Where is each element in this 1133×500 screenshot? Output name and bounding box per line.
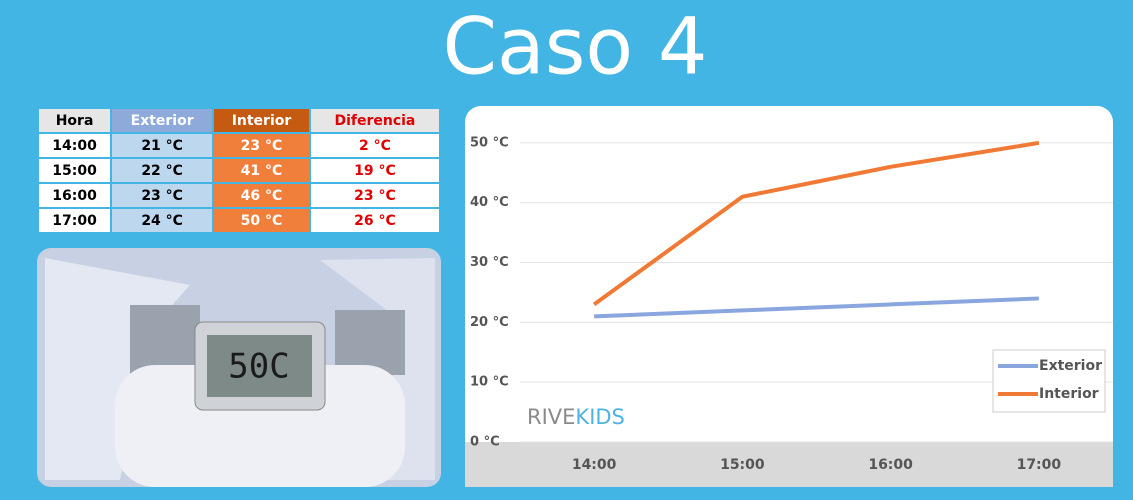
x-axis-band bbox=[465, 442, 1113, 487]
cell: Diferencia bbox=[308, 107, 442, 134]
header-row: Hora Exterior Interior Diferencia bbox=[36, 107, 442, 134]
cell: Hora bbox=[36, 107, 113, 134]
cell: 50 °C bbox=[212, 207, 311, 234]
legend-box bbox=[992, 349, 1106, 413]
cell: Interior bbox=[212, 107, 311, 134]
table: Hora Exterior Interior Diferencia 14:00 21 °C… bbox=[36, 107, 442, 234]
photo: 50C bbox=[37, 248, 441, 487]
y-tick-label: 10 °C bbox=[470, 375, 509, 390]
cell: 14:00 bbox=[36, 132, 113, 159]
x-tick-label: 15:00 bbox=[720, 457, 765, 473]
cell: 23 °C bbox=[212, 132, 311, 159]
fabric bbox=[320, 258, 435, 480]
y-tick-label: 30 °C bbox=[470, 255, 509, 270]
series-line bbox=[594, 296, 1039, 319]
pocket bbox=[115, 365, 405, 487]
watermark-part: KIDS bbox=[575, 405, 624, 429]
strap bbox=[335, 310, 405, 375]
x-tick-label: 16:00 bbox=[868, 457, 913, 473]
cell: 23 °C bbox=[110, 182, 215, 209]
row: 15:00 22 °C 41 °C 19 °C bbox=[36, 157, 442, 184]
legend-label: Interior bbox=[1039, 386, 1099, 402]
row: 17:00 24 °C 50 °C 26 °C bbox=[36, 207, 442, 234]
strap bbox=[130, 305, 200, 375]
row: 14:00 21 °C 23 °C 2 °C bbox=[36, 132, 442, 159]
cell: Exterior bbox=[110, 107, 215, 134]
cell: 15:00 bbox=[36, 157, 113, 184]
cell: 19 °C bbox=[308, 157, 442, 184]
lcd bbox=[207, 335, 312, 397]
y-tick-label: 0 °C bbox=[470, 435, 500, 450]
cell: 17:00 bbox=[36, 207, 113, 234]
legend-label: Exterior bbox=[1039, 358, 1102, 374]
row: 16:00 23 °C 46 °C 23 °C bbox=[36, 182, 442, 209]
cell: 22 °C bbox=[110, 157, 215, 184]
cell: 2 °C bbox=[308, 132, 442, 159]
series-line bbox=[592, 140, 1040, 307]
slide-title: Caso 4 bbox=[442, 2, 707, 92]
watermark: RIVEKIDS bbox=[527, 405, 625, 429]
y-tick-label: 50 °C bbox=[470, 135, 509, 150]
cell: 21 °C bbox=[110, 132, 215, 159]
cell: 16:00 bbox=[36, 182, 113, 209]
cell: 26 °C bbox=[308, 207, 442, 234]
y-tick-label: 40 °C bbox=[470, 195, 509, 210]
cell: 23 °C bbox=[308, 182, 442, 209]
cell: 24 °C bbox=[110, 207, 215, 234]
y-tick-label: 20 °C bbox=[470, 315, 509, 330]
x-tick-label: 14:00 bbox=[572, 457, 617, 473]
chart: 0 °C 10 °C 20 °C 30 °C 40 °C 50 °C 14:00 15:00 1… bbox=[470, 135, 1113, 473]
chart-panel bbox=[465, 106, 1113, 487]
cell: 41 °C bbox=[212, 157, 311, 184]
x-tick-label: 17:00 bbox=[1017, 457, 1062, 473]
cell: 46 °C bbox=[212, 182, 311, 209]
watermark-part: RIVE bbox=[527, 405, 575, 429]
lcd-text: 50C bbox=[228, 347, 289, 387]
